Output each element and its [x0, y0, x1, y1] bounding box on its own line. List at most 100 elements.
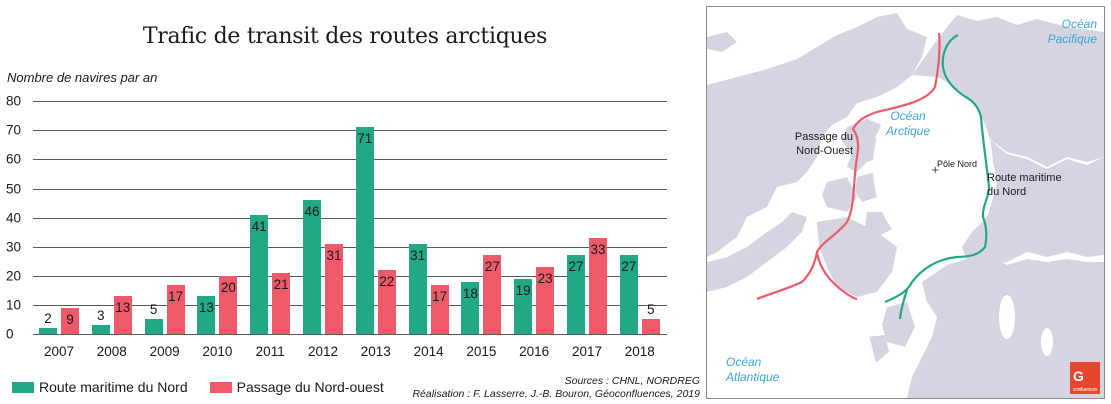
bar-value-label: 27	[568, 259, 584, 275]
x-tick-label: 2012	[307, 344, 339, 359]
y-axis-label: Nombre de navires par an	[7, 70, 158, 85]
x-tick-label: 2017	[571, 344, 603, 359]
bar-value-label: 20	[220, 279, 236, 295]
bar-value-label: 46	[304, 204, 320, 220]
x-tick-label: 2015	[466, 344, 497, 359]
y-tick-label: 70	[6, 122, 22, 138]
bar-value-label: 5	[647, 302, 655, 318]
bar-route-maritime-nord	[408, 243, 427, 334]
bar-passage-nord-ouest	[641, 319, 660, 334]
bar-value-label: 33	[590, 241, 606, 257]
bar-passage-nord-ouest	[589, 237, 607, 334]
y-tick-label: 10	[6, 297, 22, 313]
bar-passage-nord-ouest	[272, 272, 291, 334]
map-graphic: +	[707, 13, 1104, 398]
bar-value-label: 41	[251, 218, 267, 234]
label-route-maritime-nord: Route maritime du Nord	[987, 172, 1062, 198]
bar-value-label: 27	[484, 259, 500, 275]
bar-route-maritime-nord	[514, 278, 533, 334]
bar-passage-nord-ouest	[166, 284, 185, 334]
bar-value-label: 18	[462, 285, 478, 301]
y-tick-label: 40	[6, 210, 22, 226]
y-tick-label: 60	[6, 151, 22, 167]
bar-value-label: 2	[44, 311, 52, 327]
x-tick-label: 2010	[202, 344, 233, 359]
land-masses	[707, 13, 1104, 398]
credits: Sources : CHNL, NORDREG Réalisation : F.…	[412, 375, 700, 401]
bar-passage-nord-ouest	[536, 267, 555, 334]
gridline	[33, 159, 667, 161]
x-tick-label: 2008	[96, 344, 127, 359]
gridline	[33, 334, 667, 335]
bar-passage-nord-ouest	[219, 275, 238, 334]
label-ocean-atlantique: Océan Atlantique	[726, 355, 780, 384]
y-tick-label: 0	[6, 326, 14, 342]
bar-value-label: 22	[379, 273, 395, 289]
legend-item-nsr: Route maritime du Nord	[12, 379, 188, 395]
bar-route-maritime-nord	[461, 281, 480, 334]
bar-passage-nord-ouest	[483, 255, 502, 334]
bar-value-label: 27	[621, 259, 637, 275]
bar-route-maritime-nord	[567, 255, 585, 334]
gridline	[33, 304, 667, 306]
legend-label-nsr: Route maritime du Nord	[39, 379, 188, 395]
bar-route-maritime-nord	[39, 328, 57, 334]
credits-realisation: Réalisation : F. Lasserre, J.-B. Bouron,…	[412, 388, 700, 400]
bar-passage-nord-ouest	[377, 269, 396, 334]
bar-route-maritime-nord	[91, 325, 110, 334]
y-tick-label: 80	[6, 93, 22, 109]
legend-swatch-nsr	[12, 381, 34, 393]
y-tick-label: 50	[6, 181, 22, 196]
bar-value-label: 31	[326, 247, 342, 263]
bar-value-label: 21	[273, 276, 289, 292]
bar-route-maritime-nord	[250, 214, 269, 334]
y-tick-label: 20	[6, 268, 22, 284]
x-tick-label: 2007	[43, 344, 75, 359]
bar-value-label: 23	[537, 271, 553, 287]
bar-value-label: 9	[66, 311, 74, 327]
legend-item-nwp: Passage du Nord-ouest	[209, 379, 384, 395]
legend: Route maritime du Nord Passage du Nord-o…	[12, 379, 406, 395]
bar-value-label: 13	[198, 300, 214, 316]
label-ocean-pacifique: Océan Pacifique	[1047, 17, 1097, 46]
svg-text:+: +	[931, 165, 939, 176]
label-ocean-arctique: Océan Arctique	[885, 109, 931, 138]
bar-value-label: 13	[115, 300, 131, 316]
y-tick-label: 30	[6, 239, 22, 255]
bar-value-label: 31	[410, 247, 426, 263]
x-tick-label: 2014	[413, 344, 444, 359]
bar-passage-nord-ouest	[113, 296, 132, 334]
legend-label-nwp: Passage du Nord-ouest	[236, 379, 384, 395]
geoconfluences-logo: G confluences	[1070, 362, 1100, 394]
x-tick-label: 2009	[149, 344, 180, 359]
bar-passage-nord-ouest	[325, 243, 343, 334]
x-tick-label: 2013	[360, 344, 391, 359]
bar-value-label: 19	[515, 282, 531, 298]
legend-swatch-nwp	[209, 381, 232, 393]
gridline	[33, 188, 667, 190]
label-pole-nord: Pôle Nord	[937, 159, 978, 169]
x-tick-label: 2016	[519, 344, 550, 359]
bar-value-label: 71	[357, 131, 373, 147]
gridline	[33, 130, 667, 132]
credits-sources: Sources : CHNL, NORDREG	[564, 375, 700, 387]
bar-route-maritime-nord	[144, 319, 163, 334]
gridline	[33, 101, 667, 103]
bar-value-label: 17	[168, 288, 184, 304]
x-tick-label: 2011	[255, 344, 285, 359]
northwest-passage-route	[756, 32, 941, 301]
bar-value-label: 3	[97, 308, 105, 324]
chart-title: Trafic de transit des routes arctiques	[142, 24, 548, 49]
gridline	[33, 246, 667, 248]
bar-route-maritime-nord	[197, 296, 216, 334]
arctic-map: + Océan Pacifique Océan Arctique Océan A…	[706, 6, 1105, 399]
gridline	[33, 275, 667, 277]
gridline	[33, 217, 667, 219]
x-tick-label: 2018	[624, 344, 655, 359]
bar-passage-nord-ouest	[61, 307, 79, 334]
bar-value-label: 5	[149, 302, 158, 318]
bar-chart: 0 10 20 30 40 50 60 70 80 2 9 2007 3 13 2008 5 17 2009 13 2…	[6, 93, 667, 359]
bar-value-label: 17	[432, 288, 448, 304]
bar-route-maritime-nord	[355, 127, 374, 334]
bar-passage-nord-ouest	[430, 284, 449, 334]
